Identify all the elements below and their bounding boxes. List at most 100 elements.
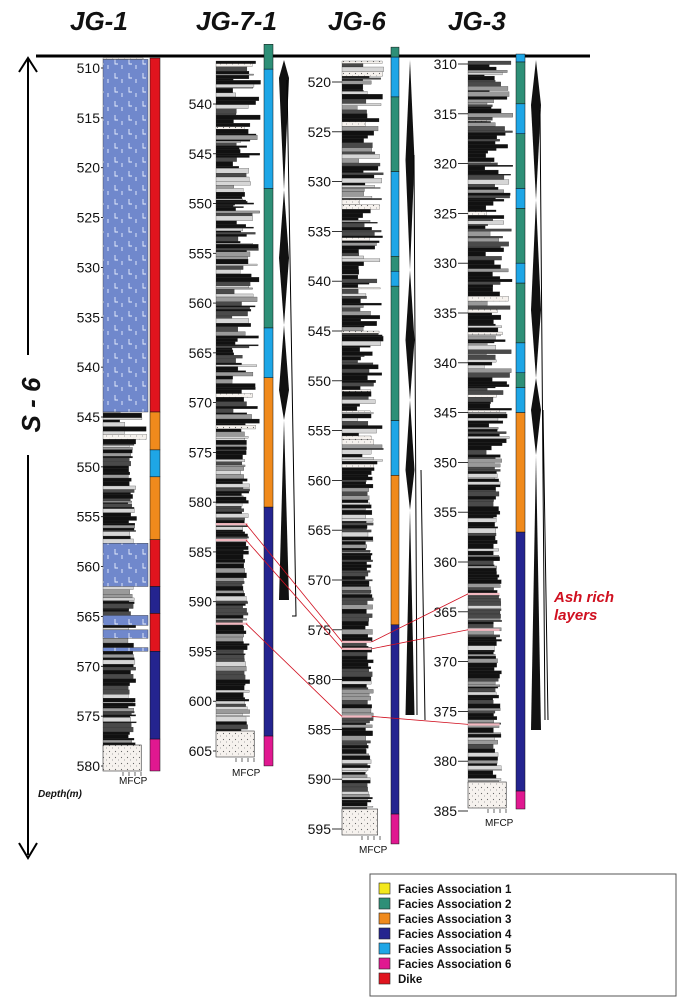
facies-interval xyxy=(149,476,161,540)
lithology-bed xyxy=(467,96,508,100)
lithology-bed xyxy=(467,195,510,199)
lithology-bed xyxy=(215,323,251,327)
grain-scale-jg-3: MFCP xyxy=(485,818,514,829)
lithology-bed xyxy=(341,237,370,241)
lithology-bed xyxy=(467,80,496,83)
lithology-bed xyxy=(467,211,487,216)
lithology-bed xyxy=(341,182,366,186)
lithology-bed xyxy=(102,525,135,529)
lithology-bed xyxy=(341,551,370,554)
lithology-bed xyxy=(467,157,495,162)
lithology-bed xyxy=(102,664,134,668)
lithology-bed xyxy=(102,457,130,462)
facies-interval xyxy=(390,624,400,815)
depth-tick-label: 375 xyxy=(434,703,458,719)
lithology-bed xyxy=(467,496,496,500)
lithology-bed xyxy=(215,181,251,186)
lithology-bed xyxy=(467,179,510,185)
lithology-bed xyxy=(102,422,125,427)
depth-tick-label: 330 xyxy=(434,255,458,271)
lithology-bed xyxy=(341,79,363,81)
lithology-bed xyxy=(467,713,494,717)
lithology-bed xyxy=(341,204,380,210)
facies-interval xyxy=(390,475,400,626)
lithology-bed xyxy=(341,499,369,503)
lithology-bed xyxy=(215,232,256,235)
lithology-bed xyxy=(467,237,499,242)
lithology-bed xyxy=(102,694,129,699)
lithology-bed xyxy=(215,173,247,178)
lithology-bed xyxy=(341,586,371,591)
lithology-bed xyxy=(215,315,233,319)
depth-tick-label: 570 xyxy=(77,658,101,674)
lithology-bed xyxy=(341,576,366,580)
lithology-bed xyxy=(215,87,254,89)
lithology-bed xyxy=(467,362,493,366)
lithology-bed xyxy=(215,641,244,644)
lithology-bed xyxy=(467,201,494,206)
lithology-bed xyxy=(467,645,495,651)
lithology-bed xyxy=(467,462,495,464)
lithology-bed xyxy=(341,550,371,553)
lithology-bed xyxy=(215,649,244,652)
lithology-bed xyxy=(215,311,248,317)
lithology-bed xyxy=(215,133,257,136)
lithology-bed xyxy=(467,697,493,701)
lithology-bed xyxy=(467,205,487,211)
cycle-triangle xyxy=(405,470,415,510)
lithology-bed xyxy=(215,88,233,94)
lithology-bed xyxy=(341,629,373,635)
lithology-bed xyxy=(467,175,505,180)
lithology-bed xyxy=(341,321,377,326)
ash-correlation-line xyxy=(245,523,343,643)
lithology-bed xyxy=(215,185,234,189)
lithology-bed xyxy=(102,638,129,644)
ash-rich-layer xyxy=(342,640,372,643)
lithology-bed xyxy=(341,570,371,573)
lithology-bed xyxy=(102,443,135,446)
lithology-bed xyxy=(341,130,374,136)
depth-tick-label: 580 xyxy=(308,672,332,688)
lithology-bed xyxy=(467,770,494,775)
lithology-bed xyxy=(215,224,247,228)
lithology-bed xyxy=(215,113,237,116)
lithology-bed xyxy=(102,412,142,418)
lithology-bed xyxy=(467,339,506,342)
lithology-bed xyxy=(467,141,496,145)
lithology-bed xyxy=(467,457,496,460)
lithology-bed xyxy=(215,446,247,450)
lithology-bed xyxy=(215,196,243,200)
facies-interval xyxy=(390,96,400,172)
lithology-bed xyxy=(467,571,497,575)
lithology-logs xyxy=(102,57,513,840)
ash-rich-layer xyxy=(468,592,500,596)
lithology-bed xyxy=(341,147,372,153)
lithology-bed xyxy=(341,413,372,419)
lithology-log-jg-7-1 xyxy=(215,60,261,762)
lithology-bed xyxy=(341,459,383,462)
lithology-bed xyxy=(215,263,258,266)
lithology-bed xyxy=(102,498,131,502)
ash-correlation-line xyxy=(371,716,469,725)
lithology-bed xyxy=(467,247,504,252)
lithology-bed xyxy=(467,719,494,724)
lithology-bed xyxy=(341,76,370,78)
lithology-bed xyxy=(215,306,250,310)
lithology-bed xyxy=(467,636,497,640)
lithology-bed xyxy=(467,165,513,167)
cycle-triangle xyxy=(279,390,289,420)
depth-tick-label: 520 xyxy=(77,160,101,176)
lithology-bed xyxy=(215,572,247,579)
lithology-bed xyxy=(215,440,247,445)
lithology-bed xyxy=(341,212,363,218)
lithology-bed xyxy=(341,217,359,221)
lithology-bed xyxy=(467,108,502,114)
lithology-bed xyxy=(467,335,496,340)
lithology-bed xyxy=(467,429,498,432)
legend-label: Facies Association 2 xyxy=(398,899,511,911)
lithology-bed xyxy=(341,196,373,199)
lithology-bed xyxy=(341,579,373,582)
lithology-bed xyxy=(215,674,246,680)
lithology-bed xyxy=(215,529,243,532)
lithology-bed xyxy=(467,241,509,247)
